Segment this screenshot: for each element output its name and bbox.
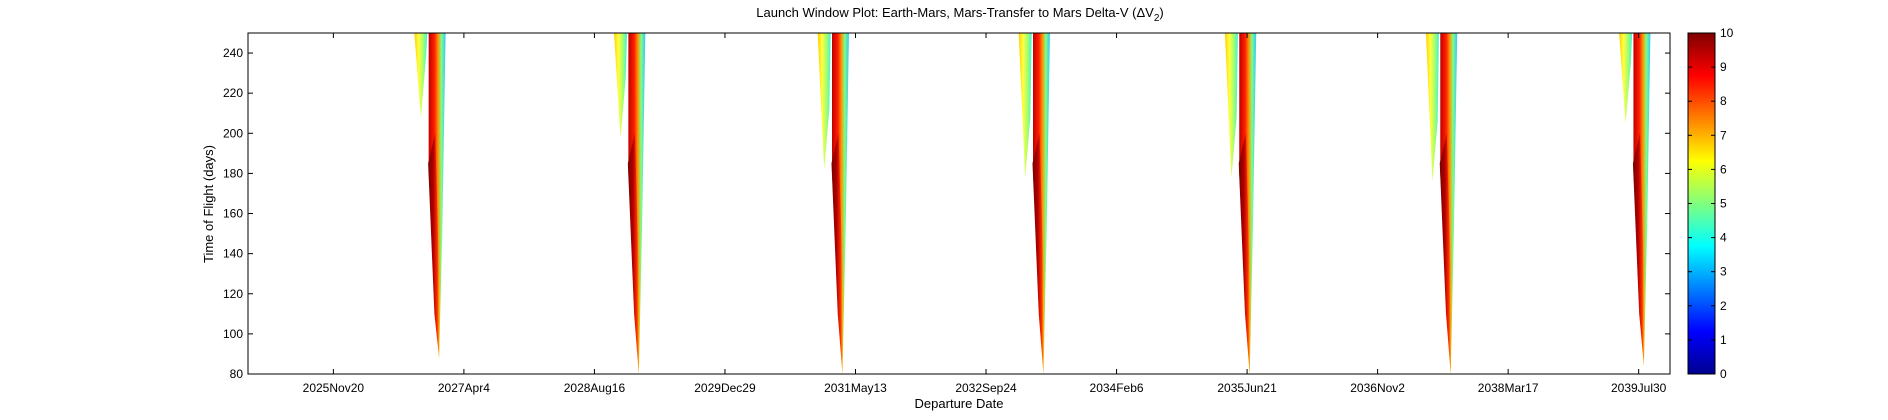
chart-title-main: Launch Window Plot: Earth-Mars, Mars-Tra…: [756, 5, 1154, 20]
x-tick-label: 2029Dec29: [694, 381, 756, 395]
window-main-body: [1440, 33, 1458, 374]
window-main-body: [1633, 33, 1651, 366]
colorbar-tick-label: 8: [1720, 94, 1727, 108]
colorbar-tick-label: 10: [1720, 26, 1734, 40]
chart-title-suffix: ): [1159, 5, 1163, 20]
colorbar-tick-label: 7: [1720, 128, 1727, 142]
launch-windows: [414, 33, 1651, 374]
y-axis-label: Time of Flight (days): [201, 145, 216, 263]
window-upper-lobe: [1619, 33, 1633, 124]
colorbar-tick-label: 0: [1720, 367, 1727, 381]
window-main-body: [1239, 33, 1257, 374]
window-high-dv-streak: [1032, 133, 1044, 374]
y-tick-label: 180: [223, 166, 243, 180]
window-high-dv-streak: [1439, 133, 1452, 374]
y-tick-label: 100: [223, 327, 243, 341]
colorbar-tick-label: 1: [1720, 333, 1727, 347]
window-main-body: [628, 33, 646, 374]
x-tick-label: 2031May13: [824, 381, 887, 395]
y-tick-label: 240: [223, 46, 243, 60]
window-high-dv-streak: [428, 133, 440, 358]
x-tick-label: 2034Feb6: [1090, 381, 1144, 395]
x-tick-label: 2032Sep24: [955, 381, 1017, 395]
launch-window: [1224, 33, 1257, 374]
y-tick-label: 120: [223, 287, 243, 301]
launch-window: [1425, 33, 1458, 374]
x-tick-label: 2035Jun21: [1217, 381, 1277, 395]
colorbar-tick-label: 4: [1720, 231, 1727, 245]
plot-frame: [247, 32, 1671, 375]
window-main-body: [831, 33, 849, 374]
x-tick-label: 2027Apr4: [438, 381, 490, 395]
chart-title-subscript: 2: [1154, 13, 1160, 24]
launch-window: [817, 33, 849, 374]
colorbar-tick-label: 2: [1720, 299, 1727, 313]
x-axis-label: Departure Date: [915, 396, 1004, 411]
window-high-dv-streak: [1238, 133, 1251, 374]
window-high-dv-streak: [627, 133, 640, 374]
launch-window: [1018, 33, 1050, 374]
colorbar-tick-label: 5: [1720, 197, 1727, 211]
y-tick-label: 220: [223, 86, 243, 100]
launch-window: [1619, 33, 1651, 366]
x-axis: 2025Nov20 2027Apr4 2028Aug16 2029Dec29 2031M…: [303, 33, 1667, 395]
window-upper-lobe: [1425, 33, 1439, 182]
window-high-dv-streak: [831, 133, 843, 374]
window-main-body: [428, 33, 446, 358]
y-tick-label: 140: [223, 247, 243, 261]
x-tick-label: 2038Mar17: [1478, 381, 1539, 395]
window-upper-lobe: [817, 33, 831, 170]
window-upper-lobe: [614, 33, 628, 138]
x-tick-label: 2036Nov2: [1350, 381, 1405, 395]
colorbar-tick-label: 6: [1720, 162, 1727, 176]
window-upper-lobe: [1224, 33, 1238, 178]
colorbar-axis: 0 1 2 3 4 5 6 7 8 9 10: [1688, 26, 1734, 381]
x-tick-label: 2039Jul30: [1611, 381, 1667, 395]
y-tick-label: 160: [223, 207, 243, 221]
window-upper-lobe: [414, 33, 428, 118]
launch-window: [614, 33, 646, 374]
colorbar: [1687, 32, 1716, 375]
x-tick-label: 2028Aug16: [564, 381, 626, 395]
y-tick-label: 80: [230, 367, 244, 381]
window-main-body: [1033, 33, 1050, 374]
window-upper-lobe: [1018, 33, 1032, 178]
colorbar-tick-label: 9: [1720, 60, 1727, 74]
y-tick-label: 200: [223, 126, 243, 140]
x-tick-label: 2025Nov20: [303, 381, 365, 395]
colorbar-tick-label: 3: [1720, 265, 1727, 279]
chart-title: Launch Window Plot: Earth-Mars, Mars-Tra…: [756, 5, 1164, 24]
window-high-dv-streak: [1632, 133, 1645, 366]
y-axis: 80 100 120 140 160 180 200 220 240: [223, 46, 1670, 381]
launch-window: [414, 33, 446, 358]
